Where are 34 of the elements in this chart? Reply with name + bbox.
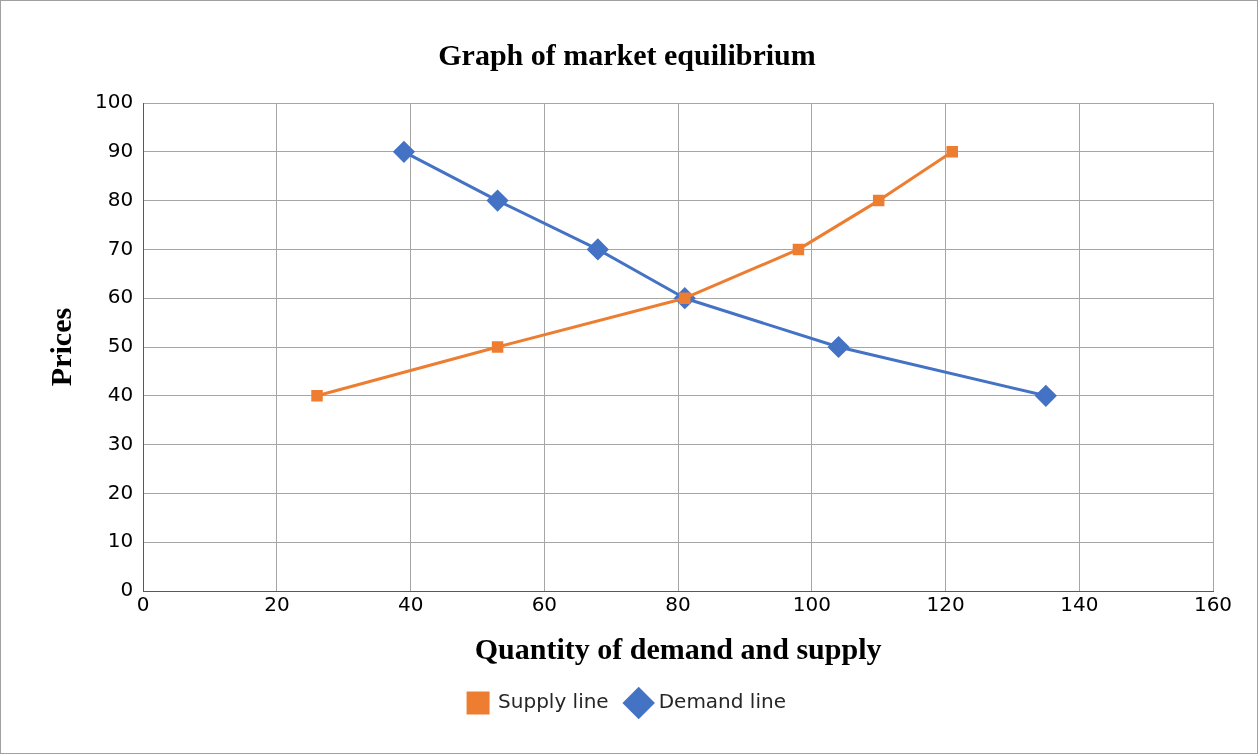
x-tick-label: 80 [665,592,691,617]
x-tick-label: 140 [1060,592,1099,617]
x-tick-label: 160 [1193,592,1233,617]
x-tick-label: 120 [926,592,965,617]
point [828,336,850,358]
x-tick-label: 0 [136,592,150,617]
y-tick-label: 70 [107,235,134,260]
chart-title: Graph of market equilibrium [438,37,816,71]
x-tick-label: 60 [531,592,558,617]
y-axis-title: Prices [43,307,77,387]
point [1035,385,1057,407]
y-tick-label: 10 [107,528,134,553]
point [311,390,323,402]
point [491,341,504,353]
legend-label: Supply line [498,689,609,714]
y-tick-label: 80 [107,186,134,211]
x-tick-label: 40 [397,592,424,617]
x-tick-label: 100 [792,592,831,617]
y-tick-label: 60 [107,284,134,309]
point [872,194,885,207]
point [792,243,805,256]
x-axis-title: Quantity of demand and supply [474,631,882,665]
y-tick-label: 50 [107,333,134,358]
point [946,146,958,158]
y-tick-label: 30 [107,430,134,455]
legend-label: Demand line [658,689,786,714]
y-tick-label: 100 [94,89,134,114]
y-tick-label: 20 [107,479,134,504]
point [587,238,609,260]
x-tick-label: 20 [264,592,290,617]
y-tick-label: 90 [107,138,134,162]
y-tick-label: 40 [107,382,134,406]
point [487,190,509,212]
point [393,141,415,163]
